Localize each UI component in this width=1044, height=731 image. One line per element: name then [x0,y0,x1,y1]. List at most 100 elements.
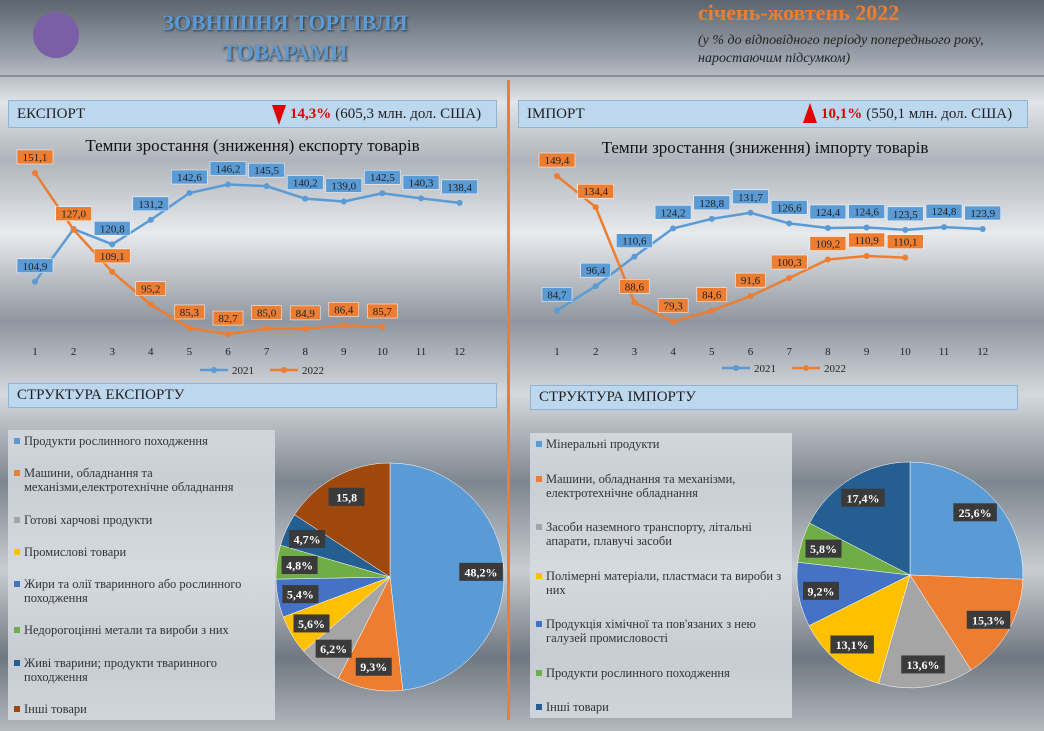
point [225,181,231,188]
point [456,199,463,206]
point [186,324,193,331]
legend-label: 2021 [754,363,776,375]
x-tick-label: 5 [709,346,715,358]
change: 10,1% [821,105,863,122]
point [302,325,309,332]
label-box [802,581,839,600]
legend-item: Мінеральні продукти [536,437,786,451]
data-label: 85,3 [180,307,200,319]
up-arrow [803,103,817,123]
data-label: 131,2 [138,199,163,211]
legend-item: Жири та олії тваринного або рослинного п… [14,577,269,605]
point [863,253,870,260]
legend-label: Продукти рослинного походження [24,434,208,448]
legend-marker [211,367,217,373]
label-box [809,204,847,220]
label-box [925,203,963,219]
label-box [770,200,808,215]
x-tick-label: 3 [632,346,638,358]
point [147,301,154,308]
detail: (605,3 млн. дол. США) [335,105,482,122]
data-label: 120,8 [100,223,125,235]
data-label: 84,6 [702,290,722,302]
section-bar: СТРУКТУРА ЕКСПОРТУ [8,383,497,408]
slice [389,462,505,691]
point [302,195,309,202]
legend-item: Промислові товари [14,545,269,559]
data-label: 85,7 [373,306,393,318]
label-box [293,614,330,633]
x-tick-label: 11 [416,346,427,358]
point [32,169,38,176]
label-box [805,539,842,558]
label-box [441,179,478,195]
data-label: 15,3% [972,613,1005,627]
label-box [953,503,997,522]
period: січень-жовтень 2022 [698,0,900,25]
data-label: 131,7 [738,192,763,204]
label-box [289,529,326,548]
legend-item: Машини, обладнання та механізми, електро… [536,472,786,500]
x-tick-label: 12 [977,346,988,358]
label: ІМПОРТ [527,105,585,122]
legend-swatch [14,659,20,666]
point [824,224,831,231]
point [747,209,754,216]
point [670,225,677,232]
legend-item: Засоби наземного транспорту, літальні ап… [536,520,786,548]
legend-label: Засоби наземного транспорту, літальні ап… [546,520,752,548]
data-label: 5,6% [298,617,325,631]
point [902,226,909,233]
x-tick-label: 1 [554,346,560,358]
legend-item: Готові харчові продукти [14,513,269,527]
label-box [657,298,689,313]
legend-swatch [14,581,20,588]
label-box [328,302,360,317]
x-tick-label: 5 [187,346,193,358]
data-label: 95,2 [141,284,160,296]
series-line [33,172,383,336]
legend-item: Інші товари [536,700,786,714]
change: 14,3% [290,105,332,122]
label-box [809,236,847,251]
label-box [616,233,653,248]
point [109,241,116,248]
legend-label: Мінеральні продукти [546,437,660,451]
point [631,253,638,260]
label-box [289,305,321,321]
legend-label: 2022 [824,363,846,375]
point [941,224,947,231]
legend-label: Інші товари [24,701,87,716]
label-box [132,196,170,212]
label-box [654,205,692,220]
legend-swatch [536,572,542,579]
data-label: 82,7 [218,313,238,325]
legend-swatch [14,516,20,523]
data-label: 91,6 [741,275,761,287]
point [32,278,38,285]
label-box [248,162,285,178]
data-label: 9,2% [807,584,834,598]
data-label: 123,5 [893,209,918,221]
x-tick-label: 3 [109,346,115,358]
point [786,275,793,282]
x-tick-label: 10 [377,346,389,358]
slice [809,461,911,576]
legend-swatch [536,441,542,447]
legend-label: Промислові товари [24,544,127,559]
x-tick-label: 4 [148,346,154,358]
legend-label: 2021 [232,365,254,377]
data-label: 109,2 [816,239,841,251]
legend-item: Продукти рослинного походження [14,434,269,448]
point [863,224,870,231]
x-tick-label: 2 [593,346,599,358]
data-label: 139,0 [331,180,356,192]
data-label: 149,4 [545,155,570,167]
label-box [402,175,440,190]
x-tick-label: 8 [825,346,831,358]
x-tick-label: 7 [264,346,270,358]
label-box [735,272,766,288]
legend-item: Полімерні матеріали, пластмаси та вироби… [536,569,786,597]
divider [0,75,1044,77]
